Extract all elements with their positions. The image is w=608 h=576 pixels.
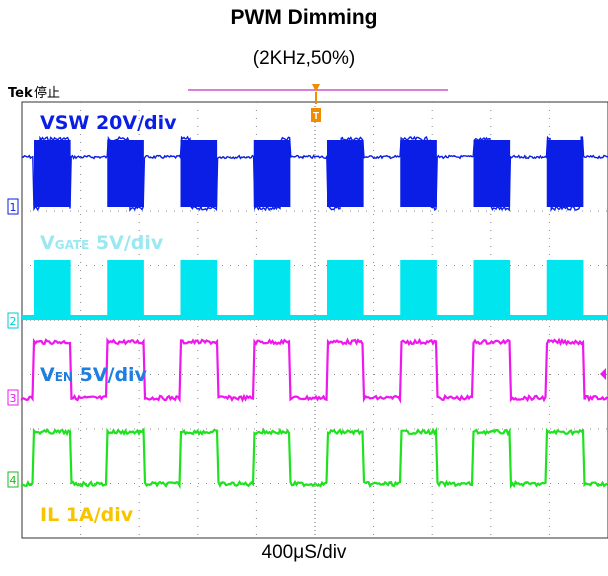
ch1-marker: 1	[7, 198, 19, 215]
vgate-label: VGATE 5V/div	[40, 232, 164, 254]
vsw-label: VSW 20V/div	[40, 112, 177, 134]
ven-label: VEN 5V/div	[40, 364, 148, 386]
vgate-pulse	[107, 260, 144, 317]
ch3-offset-marker-icon	[600, 368, 606, 380]
timebase-label: 400μS/div	[261, 542, 347, 563]
vgate-pulse	[546, 260, 584, 317]
vsw-burst	[34, 140, 71, 207]
vgate-pulse	[180, 260, 218, 317]
ch3-marker-box	[7, 389, 19, 406]
scope-traces	[20, 135, 608, 490]
vgate-pulse	[253, 260, 291, 317]
ven-waveform	[20, 337, 608, 404]
ch3-marker-label: 3	[10, 392, 17, 405]
il-label: IL 1A/div	[40, 504, 134, 526]
vsw-burst	[180, 140, 218, 207]
vgate-pulse	[400, 260, 437, 317]
vsw-burst	[546, 140, 584, 207]
vsw-burst	[327, 140, 364, 207]
ch3-marker: 3	[7, 389, 19, 406]
vsw-trace	[21, 135, 608, 212]
il-waveform	[20, 426, 608, 490]
vsw-burst	[400, 140, 437, 207]
channel-markers: 1 2 3 4	[7, 198, 19, 488]
vsw-burst	[107, 140, 144, 207]
ch4-marker-box	[7, 471, 19, 488]
vsw-burst	[473, 140, 511, 207]
chart-subtitle: (2KHz,50%)	[252, 48, 356, 69]
chart-title: PWM Dimming	[230, 6, 378, 29]
vsw-burst	[253, 140, 291, 207]
ch2-marker: 2	[7, 312, 19, 329]
vgate-pulse	[34, 260, 71, 317]
ch1-marker-label: 1	[10, 201, 17, 214]
vgate-pulse	[327, 260, 364, 317]
ch1-marker-box	[7, 198, 19, 215]
vgate-trace	[22, 260, 608, 320]
trigger-marker-icon: T	[311, 84, 321, 122]
ch2-marker-label: 2	[10, 315, 17, 328]
scope-brand: Tek	[8, 86, 33, 101]
ch4-marker: 4	[7, 471, 19, 488]
ch2-marker-box	[7, 312, 19, 329]
scope-run-status: 停止	[34, 85, 60, 101]
trigger-marker-label: T	[313, 111, 319, 122]
ch4-marker-label: 4	[10, 474, 17, 487]
vgate-pulse	[473, 260, 511, 317]
vgate-baseline	[22, 315, 608, 320]
